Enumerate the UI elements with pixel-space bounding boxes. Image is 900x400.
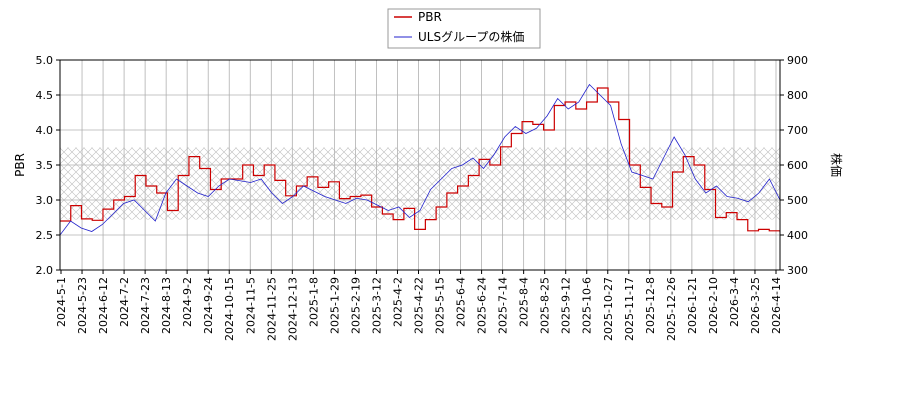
x-tick-label: 2026-4-14 [770,277,783,334]
grid-lines [60,60,780,270]
y-tick-label-left: 3.5 [36,159,54,172]
x-tick-label: 2025-10-27 [602,277,615,341]
x-tick-label: 2026-1-21 [686,277,699,334]
x-tick-label: 2026-3-4 [728,277,741,327]
x-tick-label: 2025-4-22 [413,277,426,334]
y-tick-label-left: 2.0 [36,264,54,277]
x-tick-label: 2024-10-15 [223,277,236,341]
y-tick-label-right: 400 [787,229,808,242]
x-tick-label: 2024-9-24 [202,277,215,334]
legend-label-stock-price: ULSグループの株価 [418,29,524,44]
x-tick-label: 2024-7-23 [139,277,152,334]
x-tick-label: 2025-1-29 [328,277,341,334]
y-tick-label-left: 4.0 [36,124,54,137]
x-tick-label: 2024-8-13 [160,277,173,334]
x-tick-label: 2025-2-19 [349,277,362,334]
x-tick-label: 2024-9-2 [181,277,194,327]
legend-label-pbr: PBR [418,10,442,24]
y-axis-label-right: 株価 [829,153,844,177]
x-axis: 2024-5-1 2024-5-23 2024-6-12 2024-7-2 2024-7… [55,270,783,341]
x-tick-label: 2025-6-4 [455,277,468,327]
y-tick-label-left: 3.0 [36,194,54,207]
y-tick-label-right: 300 [787,264,808,277]
x-tick-label: 2026-3-25 [749,277,762,334]
y-tick-label-left: 5.0 [36,54,54,67]
hatched-band [60,147,780,220]
series-line-pbr [60,87,780,233]
x-tick-label: 2025-9-12 [560,277,573,334]
legend: PBR ULSグループの株価 [387,8,541,49]
x-tick-label: 2024-5-23 [76,277,89,334]
x-tick-label: 2025-1-8 [307,277,320,327]
x-tick-label: 2024-12-13 [286,277,299,341]
x-tick-label: 2025-12-26 [665,277,678,341]
x-tick-label: 2025-5-15 [434,277,447,334]
x-tick-label: 2024-7-2 [118,277,131,327]
x-tick-label: 2025-4-2 [391,277,404,327]
series-lines [60,83,780,236]
x-tick-label: 2025-11-17 [623,277,636,341]
y-tick-label-right: 900 [787,54,808,67]
x-tick-label: 2024-11-5 [244,277,257,334]
x-tick-label: 2025-10-6 [581,277,594,334]
x-tick-label: 2025-8-4 [518,277,531,327]
x-tick-label: 2025-7-14 [497,277,510,334]
y-tick-label-left: 4.5 [36,89,54,102]
x-tick-label: 2024-6-12 [97,277,110,334]
legend-box [387,8,541,49]
y-tick-label-right: 800 [787,89,808,102]
y-tick-label-right: 600 [787,159,808,172]
y-tick-label-left: 2.5 [36,229,54,242]
x-tick-label: 2025-3-12 [370,277,383,334]
x-tick-label: 2024-11-25 [265,277,278,341]
y-tick-label-right: 700 [787,124,808,137]
x-tick-label: 2025-6-24 [476,277,489,334]
x-tick-label: 2025-12-8 [644,277,657,334]
y-axis-label-left: PBR [13,153,27,177]
x-tick-label: 2025-8-25 [539,277,552,334]
x-tick-label: 2024-5-1 [55,277,68,327]
y-tick-label-right: 500 [787,194,808,207]
y-axis-left: 2.0 2.5 3.0 3.5 4.0 4.5 5.0 [36,54,60,277]
y-axis-right: 300 400 500 600 700 800 900 [780,54,808,277]
series-line-stock-price [60,83,780,236]
x-tick-label: 2026-2-10 [707,277,720,334]
